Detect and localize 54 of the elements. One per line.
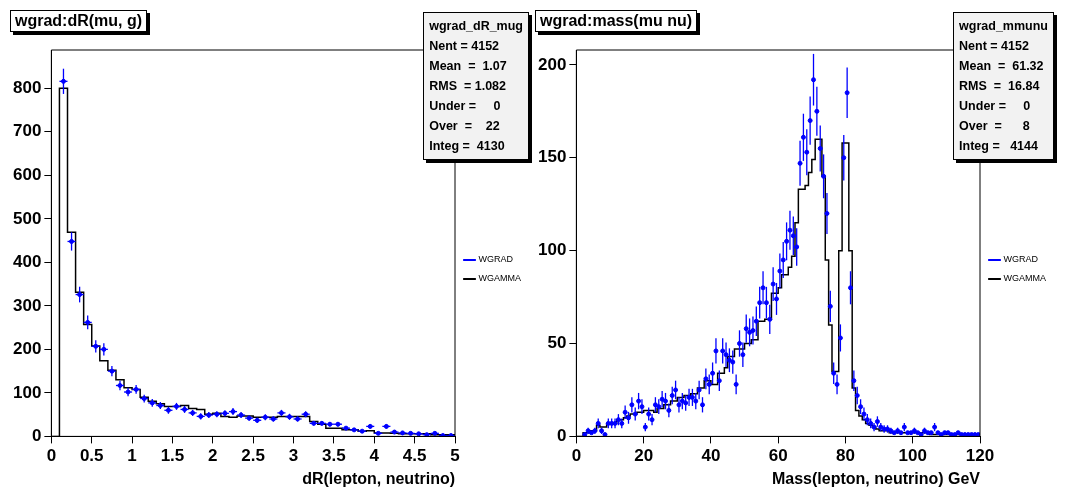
chart-title: wgrad:mass(mu nu) — [535, 10, 698, 32]
x-tick-label: 3 — [288, 446, 299, 466]
x-tick-label: 4 — [369, 446, 380, 466]
annotation: Nent = 4152 — [959, 38, 1030, 55]
legend-label: WGRAD — [1003, 254, 1039, 265]
x-tick-label: 60 — [768, 446, 788, 466]
x-axis-title: dR(lepton, neutrino) — [302, 469, 455, 487]
x-tick-label: 0.5 — [79, 446, 104, 466]
y-tick-label: 300 — [12, 295, 42, 315]
x-tick-label: 4.5 — [402, 446, 427, 466]
annotation: Mean = 1.07 — [429, 58, 508, 75]
x-tick-label: 20 — [634, 446, 654, 466]
text: wgrad_mmunu — [959, 18, 1048, 35]
legend-label: WGAMMA — [1003, 273, 1046, 284]
annotation: RMS = 16.84 — [959, 78, 1041, 95]
annotation: Mean = 61.32 — [959, 58, 1045, 75]
annotation: Over = 22 — [429, 118, 501, 135]
legend-label: WGRAD — [478, 254, 514, 265]
chart-title: wgrad:dR(mu, g) — [10, 10, 148, 32]
y-tick-label: 0 — [556, 426, 567, 446]
y-tick-label: 50 — [547, 333, 567, 353]
x-tick-label: 1 — [127, 446, 137, 466]
y-tick-label: 200 — [537, 54, 567, 74]
y-tick-label: 500 — [12, 208, 42, 228]
y-tick-label: 600 — [12, 165, 42, 185]
x-tick-label: 1.5 — [160, 446, 185, 466]
y-tick-label: 100 — [537, 240, 567, 260]
y-tick-label: 400 — [12, 252, 42, 272]
x-tick-label: 40 — [701, 446, 721, 466]
y-tick-label: 200 — [12, 339, 42, 359]
x-tick-label: 5 — [450, 446, 460, 466]
x-tick-label: 3.5 — [322, 446, 346, 466]
x-tick-label: 0 — [46, 446, 57, 466]
y-tick-label: 100 — [12, 382, 42, 402]
x-tick-label: 120 — [965, 446, 995, 466]
annotation: Integ = 4130 — [429, 138, 506, 155]
legend-label: WGAMMA — [478, 273, 521, 284]
annotation: Under = 0 — [959, 98, 1032, 115]
y-tick-label: 800 — [12, 77, 42, 97]
annotation: Integ = 4144 — [959, 138, 1039, 155]
annotation: Over = 8 — [959, 118, 1031, 135]
y-tick-label: 700 — [12, 121, 42, 141]
x-tick-label: 2 — [208, 446, 218, 466]
x-tick-label: 80 — [836, 446, 855, 466]
y-tick-label: 0 — [31, 426, 42, 446]
text: wgrad_dR_mug — [429, 18, 523, 35]
y-tick-label: 150 — [537, 147, 567, 167]
x-tick-label: 2.5 — [241, 446, 265, 466]
annotation: Under = 0 — [429, 98, 502, 115]
x-tick-label: 100 — [898, 446, 927, 466]
annotation: Nent = 4152 — [429, 38, 501, 55]
annotation: RMS = 1.082 — [429, 78, 507, 95]
x-tick-label: 0 — [571, 446, 582, 466]
x-axis-title: Mass(lepton, neutrino) GeV — [771, 469, 981, 487]
